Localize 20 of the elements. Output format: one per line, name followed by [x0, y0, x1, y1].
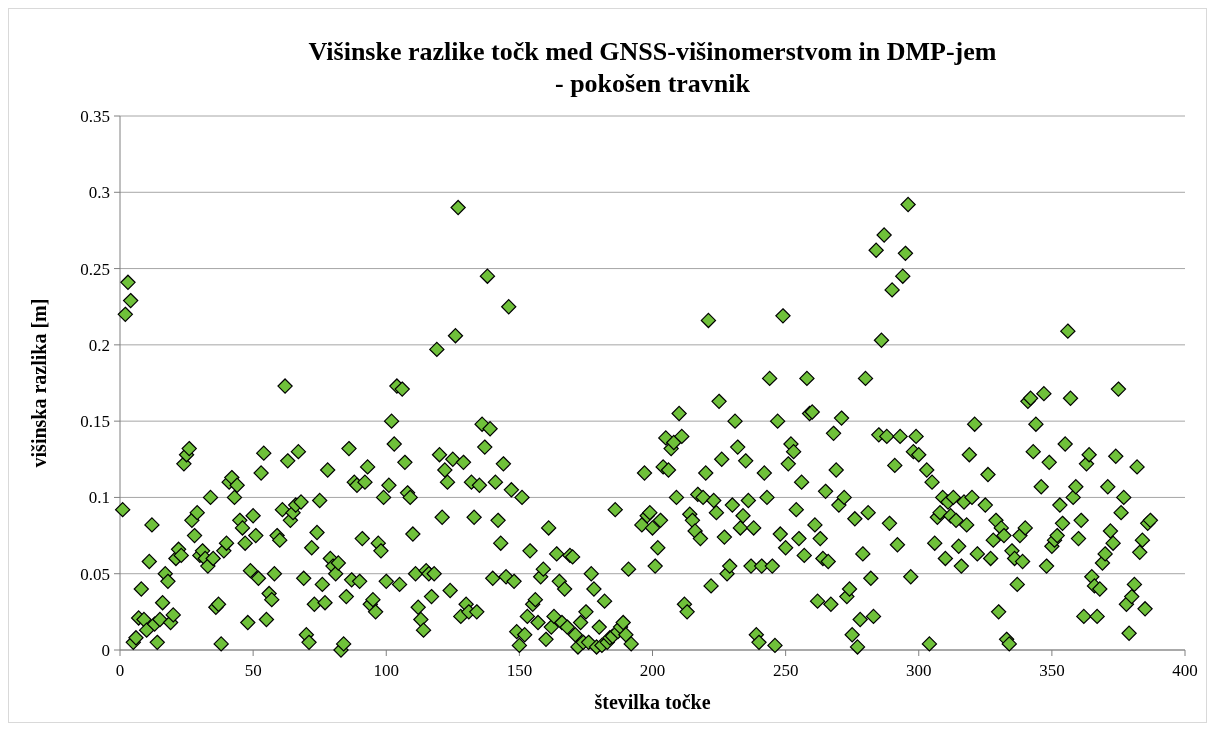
x-tick-label: 250: [772, 661, 799, 680]
x-tick-label: 0: [115, 661, 125, 680]
y-tick-label: 0.05: [80, 564, 110, 584]
x-axis-title: številka točke: [594, 691, 711, 713]
y-tick-label: 0.15: [80, 412, 110, 432]
x-tick-label: 150: [506, 661, 533, 680]
x-tick-label: 350: [1039, 661, 1065, 680]
x-tick-label: 50: [244, 661, 262, 680]
x-tick-label: 200: [639, 661, 666, 680]
y-tick-label: 0.35: [80, 106, 110, 126]
y-tick-label: 0.3: [88, 183, 110, 203]
y-tick-label: 0.2: [88, 335, 110, 355]
x-tick-label: 400: [1172, 661, 1198, 680]
x-tick-label: 300: [906, 661, 932, 680]
y-tick-label: 0.1: [88, 488, 110, 508]
y-tick-label: 0: [101, 640, 110, 660]
x-tick-label: 100: [373, 661, 399, 680]
y-tick-label: 0.25: [80, 259, 110, 279]
y-axis-title: višinska razlika [m]: [28, 298, 50, 468]
chart-title: Višinske razlike točk med GNSS-višinomerstvom in DMP-jem - pokošen travnik: [308, 37, 997, 98]
